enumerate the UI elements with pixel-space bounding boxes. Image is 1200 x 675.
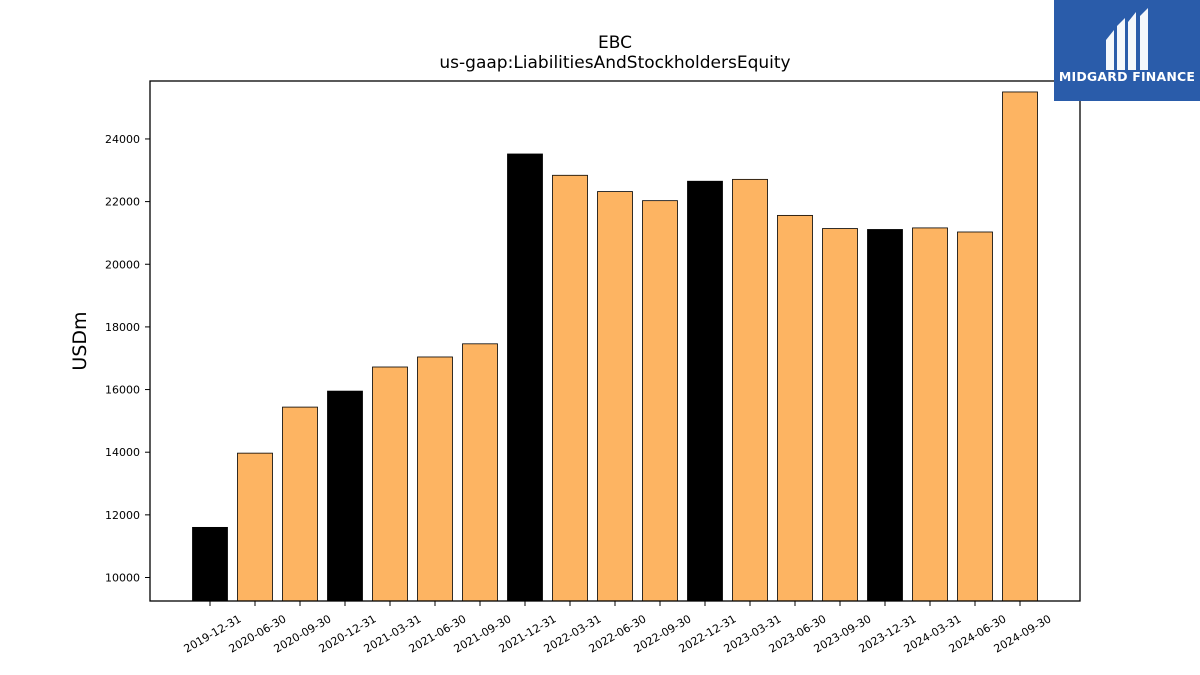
y-tick-label: 14000 <box>105 446 140 459</box>
bar-2021-03-31 <box>372 366 408 602</box>
midgard-logo-icon <box>1106 8 1148 70</box>
bar-2024-03-31 <box>912 227 948 602</box>
bar-2024-09-30 <box>1002 91 1038 602</box>
y-tick-label: 16000 <box>105 384 140 397</box>
chart-subtitle: us-gaap:LiabilitiesAndStockholdersEquity <box>439 53 791 73</box>
y-axis-label: USDm <box>69 311 91 370</box>
bar-2023-06-30 <box>777 214 813 602</box>
bar-2024-06-30 <box>957 231 993 602</box>
bar-2023-03-31 <box>732 178 768 602</box>
bar-2021-12-31 <box>507 153 543 602</box>
bar-2023-12-31 <box>867 229 903 602</box>
company-logo: MIDGARD FINANCE <box>1054 0 1200 101</box>
bar-2020-06-30 <box>237 452 273 602</box>
bar-2023-09-30 <box>822 228 858 602</box>
bar-2022-03-31 <box>552 174 588 602</box>
y-tick-label: 24000 <box>105 133 140 146</box>
y-tick-label: 10000 <box>105 572 140 585</box>
bar-2022-12-31 <box>687 180 723 602</box>
bar-2022-06-30 <box>597 191 633 602</box>
bar-2019-12-31 <box>192 526 228 602</box>
bar-2020-12-31 <box>327 390 363 602</box>
bar-2022-09-30 <box>642 200 678 602</box>
y-tick-label: 22000 <box>105 196 140 209</box>
chart-title: EBC <box>598 33 632 53</box>
y-tick-label: 18000 <box>105 321 140 334</box>
bar-2020-09-30 <box>282 406 318 602</box>
bar-2021-06-30 <box>417 356 453 602</box>
y-tick-label: 20000 <box>105 258 140 271</box>
y-tick-label: 12000 <box>105 509 140 522</box>
bar-2021-09-30 <box>462 343 498 602</box>
logo-text: MIDGARD FINANCE <box>1058 69 1196 84</box>
